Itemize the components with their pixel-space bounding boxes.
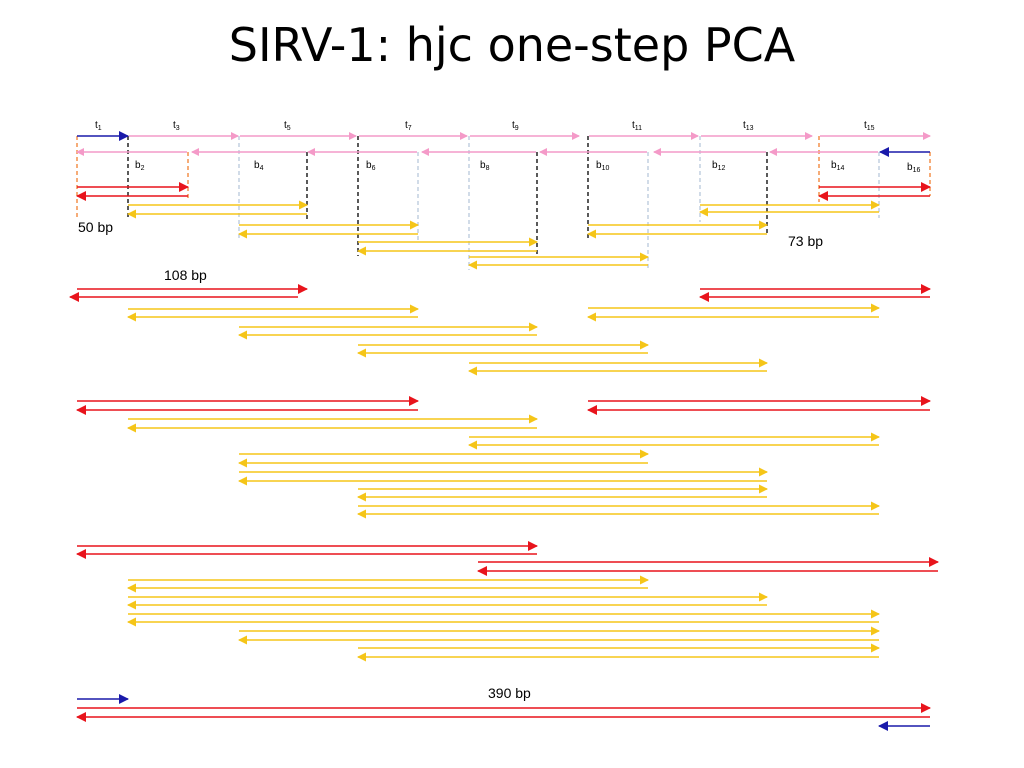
label-t9: t9 xyxy=(512,120,519,132)
slide-title: SIRV-1: hjc one-step PCA xyxy=(228,18,796,72)
size-label-73bp: 73 bp xyxy=(788,233,823,249)
size-label-390bp: 390 bp xyxy=(488,685,531,701)
label-t7: t7 xyxy=(405,120,412,132)
top-oligo-labels: t1 t3 t5 t7 t9 t11 t13 t15 xyxy=(95,120,875,132)
size-label-50bp: 50 bp xyxy=(78,219,113,235)
label-t1: t1 xyxy=(95,120,102,132)
assembly-product-arrows xyxy=(69,182,939,731)
label-t3: t3 xyxy=(173,120,180,132)
label-t13: t13 xyxy=(743,120,754,132)
label-b4: b4 xyxy=(254,160,264,172)
label-t5: t5 xyxy=(284,120,291,132)
label-b8: b8 xyxy=(480,160,490,172)
bottom-oligo-labels: b2 b4 b6 b8 b10 b12 b14 b16 xyxy=(135,160,920,174)
product-size-labels: 50 bp 73 bp 108 bp 390 bp xyxy=(78,219,823,701)
label-b6: b6 xyxy=(366,160,376,172)
junction-dashed-lines xyxy=(76,136,931,270)
oligo-arrows xyxy=(76,131,931,157)
label-b2: b2 xyxy=(135,160,145,172)
label-b12: b12 xyxy=(712,160,725,172)
label-t11: t11 xyxy=(632,120,642,132)
label-t15: t15 xyxy=(864,120,875,132)
label-b10: b10 xyxy=(596,160,609,172)
size-label-108bp: 108 bp xyxy=(164,267,207,283)
label-b16: b16 xyxy=(907,162,920,174)
label-b14: b14 xyxy=(831,160,844,172)
